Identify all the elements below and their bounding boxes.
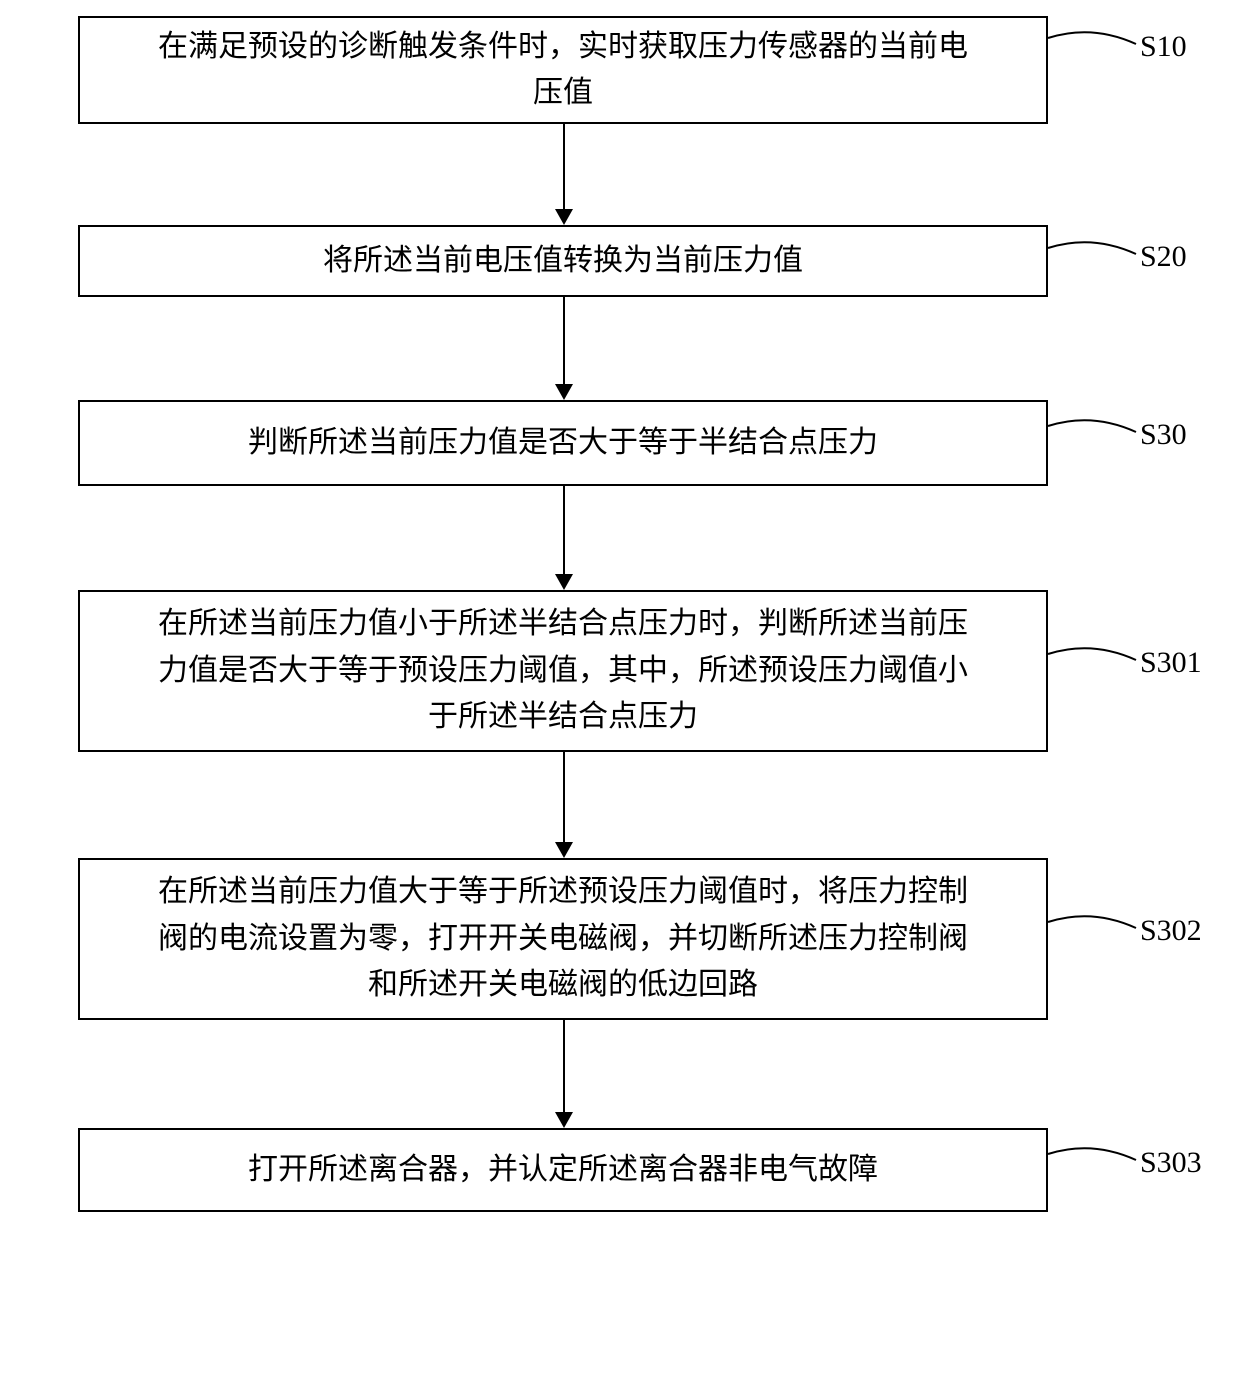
arrow-line [563, 1020, 565, 1113]
flow-node-text: 打开所述离合器，并认定所述离合器非电气故障 [248, 1147, 878, 1194]
flowchart-canvas: 在满足预设的诊断触发条件时，实时获取压力传感器的当前电 压值 S10 将所述当前电压… [0, 0, 1240, 1374]
flow-node-s20: 将所述当前电压值转换为当前压力值 [78, 225, 1048, 297]
flow-node-s302: 在所述当前压力值大于等于所述预设压力阈值时，将压力控制 阀的电流设置为零，打开开… [78, 858, 1048, 1020]
arrow-line [563, 752, 565, 843]
label-connector [1046, 228, 1142, 274]
arrow-line [563, 124, 565, 210]
arrow-line [563, 297, 565, 385]
flow-node-s30: 判断所述当前压力值是否大于等于半结合点压力 [78, 400, 1048, 486]
flow-node-text: 判断所述当前压力值是否大于等于半结合点压力 [248, 420, 878, 467]
arrow-head-icon [555, 384, 573, 400]
flow-node-text: 在所述当前压力值大于等于所述预设压力阈值时，将压力控制 阀的电流设置为零，打开开… [158, 869, 968, 1009]
arrow-head-icon [555, 842, 573, 858]
flow-node-s303: 打开所述离合器，并认定所述离合器非电气故障 [78, 1128, 1048, 1212]
label-connector [1046, 18, 1142, 64]
flow-node-s301: 在所述当前压力值小于所述半结合点压力时，判断所述当前压 力值是否大于等于预设压力… [78, 590, 1048, 752]
step-label-s302: S302 [1140, 914, 1202, 948]
step-label-s30: S30 [1140, 418, 1187, 452]
flow-node-text: 将所述当前电压值转换为当前压力值 [323, 238, 803, 285]
label-connector [1046, 406, 1142, 452]
arrow-head-icon [555, 209, 573, 225]
arrow-line [563, 486, 565, 575]
flow-node-s10: 在满足预设的诊断触发条件时，实时获取压力传感器的当前电 压值 [78, 16, 1048, 124]
label-connector [1046, 634, 1142, 680]
arrow-head-icon [555, 574, 573, 590]
arrow-head-icon [555, 1112, 573, 1128]
step-label-s20: S20 [1140, 240, 1187, 274]
step-label-s10: S10 [1140, 30, 1187, 64]
step-label-s301: S301 [1140, 646, 1202, 680]
flow-node-text: 在所述当前压力值小于所述半结合点压力时，判断所述当前压 力值是否大于等于预设压力… [158, 601, 968, 741]
flow-node-text: 在满足预设的诊断触发条件时，实时获取压力传感器的当前电 压值 [158, 24, 968, 117]
step-label-s303: S303 [1140, 1146, 1202, 1180]
label-connector [1046, 902, 1142, 948]
label-connector [1046, 1134, 1142, 1180]
